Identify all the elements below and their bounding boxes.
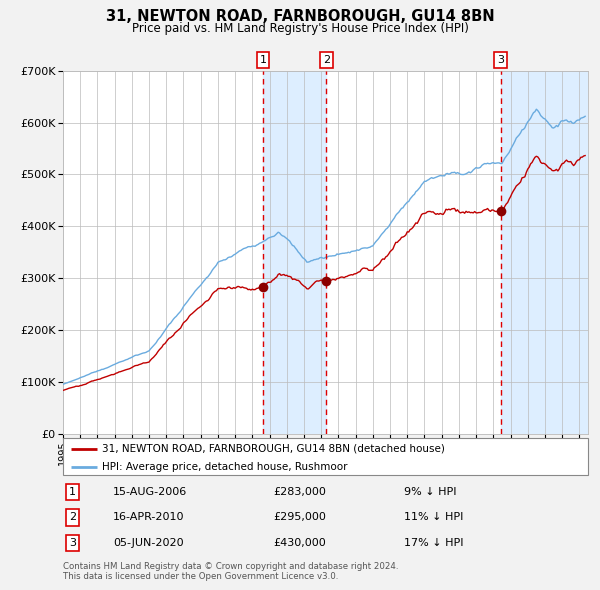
Bar bbox=[263, 71, 326, 434]
Text: £283,000: £283,000 bbox=[273, 487, 326, 497]
FancyBboxPatch shape bbox=[63, 438, 588, 475]
Text: This data is licensed under the Open Government Licence v3.0.: This data is licensed under the Open Gov… bbox=[63, 572, 338, 581]
Text: £295,000: £295,000 bbox=[273, 513, 326, 522]
Text: 17% ↓ HPI: 17% ↓ HPI bbox=[404, 538, 464, 548]
Text: 1: 1 bbox=[260, 55, 266, 65]
Text: 11% ↓ HPI: 11% ↓ HPI bbox=[404, 513, 464, 522]
Text: 3: 3 bbox=[497, 55, 504, 65]
Text: 2: 2 bbox=[323, 55, 330, 65]
Text: 9% ↓ HPI: 9% ↓ HPI bbox=[404, 487, 457, 497]
Text: 05-JUN-2020: 05-JUN-2020 bbox=[113, 538, 184, 548]
Text: Contains HM Land Registry data © Crown copyright and database right 2024.: Contains HM Land Registry data © Crown c… bbox=[63, 562, 398, 571]
Text: HPI: Average price, detached house, Rushmoor: HPI: Average price, detached house, Rush… bbox=[103, 462, 348, 472]
Text: Price paid vs. HM Land Registry's House Price Index (HPI): Price paid vs. HM Land Registry's House … bbox=[131, 22, 469, 35]
Text: 3: 3 bbox=[69, 538, 76, 548]
Text: 31, NEWTON ROAD, FARNBOROUGH, GU14 8BN (detached house): 31, NEWTON ROAD, FARNBOROUGH, GU14 8BN (… bbox=[103, 444, 445, 454]
Text: 15-AUG-2006: 15-AUG-2006 bbox=[113, 487, 187, 497]
Text: 16-APR-2010: 16-APR-2010 bbox=[113, 513, 184, 522]
Text: 1: 1 bbox=[69, 487, 76, 497]
Bar bbox=[501, 71, 588, 434]
Text: £430,000: £430,000 bbox=[273, 538, 326, 548]
Text: 31, NEWTON ROAD, FARNBOROUGH, GU14 8BN: 31, NEWTON ROAD, FARNBOROUGH, GU14 8BN bbox=[106, 9, 494, 24]
Text: 2: 2 bbox=[69, 513, 76, 522]
